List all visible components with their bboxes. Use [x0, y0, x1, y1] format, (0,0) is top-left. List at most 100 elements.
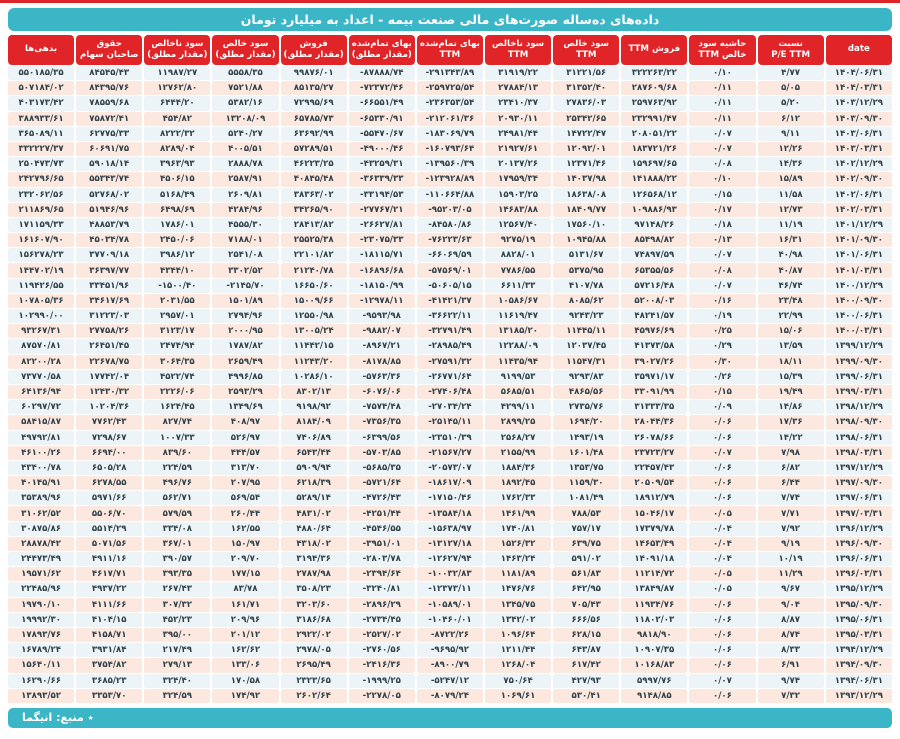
cell-net-profit-ttm: ۶۱۷/۴۲	[553, 658, 620, 673]
cell-date: ۱۴۰۴/۰۳/۳۱	[825, 81, 892, 96]
table-row: ۱۷۱۱۵۹/۳۳ ۴۸۸۵۳/۷۹ ۱۷۸۶/۰۱ ۴۵۵۵/۳۰ ۲۸۴۱۳/۸۲-…	[8, 217, 892, 233]
cell-gross-profit-abs: ۳۶۷/۰۱	[144, 536, 211, 551]
cell-sales-abs: ۲۷۸۷/۹۸	[280, 567, 347, 582]
title-banner: داده‌های ده‌ساله صورت‌های مالی صنعت بیمه…	[8, 8, 892, 31]
cell-net-profit-ttm: ۱۸۴۰۹/۷۷	[553, 202, 620, 217]
cell-net-profit-ttm: ۱۱۵۹/۳۰	[553, 476, 620, 491]
cell-gross-profit-abs: ۴۵۴/۸۲	[144, 111, 211, 126]
cell-sales-ttm: ۱۴۱۸۸۸/۲۲	[621, 172, 688, 187]
cell-net-profit-abs: ۲۰۹/۷۰	[212, 552, 279, 567]
cell-net-profit-abs: ۱۶۲/۶۲	[212, 643, 279, 658]
cell-pe-ratio-ttm: ۱۳/۵۹	[757, 339, 824, 354]
cell-cogs-abs: -۲۲۷۸/۰۵	[348, 688, 415, 703]
cell-gross-profit-ttm: ۱۵۹۰۳/۲۵	[484, 187, 552, 202]
cell-net-profit-abs: ۲۸۸۸/۷۸	[212, 157, 279, 172]
cell-sales-ttm: ۸۵۴۹۸/۸۲	[621, 233, 688, 248]
cell-pe-ratio-ttm: ۱۴/۸۶	[757, 400, 824, 415]
column-header-liabilities: بدهی‌ها	[8, 35, 75, 65]
cell-net-margin-ttm: ۰/۰۹	[689, 400, 756, 415]
cell-net-profit-abs: ۲۰۹/۹۶	[212, 612, 279, 627]
cell-sales-abs: ۱۰۲۸۶/۱۰	[280, 369, 347, 384]
column-header-equity: حقوق صاحبان سهام	[76, 35, 143, 65]
cell-sales-ttm: ۵۷۲۱۶/۴۸	[621, 278, 688, 293]
cell-pe-ratio-ttm: ۱۲/۲۶	[757, 141, 824, 157]
cell-equity: ۷۵۸۷۲/۴۱	[76, 111, 143, 126]
cell-cogs-abs: -۴۲۵۱/۴۴	[348, 506, 415, 521]
cell-date: ۱۳۹۸/۰۶/۳۱	[825, 430, 892, 445]
cell-net-profit-ttm: ۵۱۳۱/۶۷	[553, 248, 620, 263]
table-row: ۹۳۲۶۷/۳۱ ۲۷۷۵۸/۲۶ ۳۱۲۳/۱۷ ۲۰۰۰/۹۵ ۱۳۰۰۵/۲۴ -۹…	[8, 324, 892, 339]
cell-sales-ttm: ۳۲۲۲۶۳/۲۲	[621, 66, 688, 81]
cell-pe-ratio-ttm: ۹/۶۷	[757, 582, 824, 597]
cell-cogs-ttm: -۲۵۱۴۵/۱۱	[416, 415, 483, 430]
cell-sales-abs: ۹۱۹۸/۹۲	[280, 400, 347, 415]
cell-gross-profit-abs: ۱۲۷۶۲/۸۰	[144, 81, 211, 96]
cell-net-profit-abs: ۱۷۰/۵۸	[212, 673, 279, 688]
cell-equity: ۱۷۷۴۲/۰۴	[76, 369, 143, 384]
table-row: ۱۰۲۹۹۰/۰۰ ۳۱۲۲۳/۰۳ ۲۹۵۷/۰۱ ۲۷۹۴/۹۶ ۱۲۵۵۰/۹۸-…	[8, 309, 892, 324]
cell-gross-profit-ttm: ۹۲۷۵/۱۹	[484, 233, 552, 248]
cell-gross-profit-ttm: ۱۸۹۲/۴۵	[484, 476, 552, 491]
table-row: ۳۳۲۲۲۷/۳۷ ۶۰۶۹۱/۷۵ ۸۲۸۹/۰۴ ۴۰۰۵/۵۱ ۵۷۲۸۹/۵۱-…	[8, 141, 892, 157]
cell-cogs-abs: -۲۵۲۷/۰۲	[348, 627, 415, 643]
cell-date: ۱۴۰۳/۰۶/۳۱	[825, 126, 892, 141]
cell-net-margin-ttm: ۰/۰۵	[689, 567, 756, 582]
cell-gross-profit-ttm: ۲۱۵۵/۹۹	[484, 445, 552, 460]
cell-pe-ratio-ttm: ۱۱/۵۸	[757, 187, 824, 202]
cell-pe-ratio-ttm: ۱۱/۱۹	[757, 217, 824, 233]
table-row: ۶۴۱۳۶/۹۴ ۱۲۴۳۰/۳۲ ۲۲۲۶/۰۶ ۲۵۹۳/۲۹ ۸۳۰۲/۱۳ -۶۰…	[8, 384, 892, 400]
cell-cogs-abs: -۳۹۵۱/۰۱	[348, 536, 415, 551]
cell-cogs-abs: -۸۷۸۸۸/۷۴	[348, 66, 415, 81]
cell-liabilities: ۱۹۹۹۲/۳۰	[8, 612, 75, 627]
cell-gross-profit-ttm: ۱۲۵۶۷/۴۰	[484, 217, 552, 233]
cell-sales-abs: ۵۲۸۹/۱۴	[280, 491, 347, 506]
cell-sales-ttm: ۲۳۲۹۹۱/۴۷	[621, 111, 688, 126]
cell-net-profit-ttm: ۹۲۴۳/۲۳	[553, 309, 620, 324]
cell-date: ۱۳۹۶/۰۳/۳۱	[825, 567, 892, 582]
cell-net-profit-ttm: ۵۳۷۵/۹۵	[553, 263, 620, 278]
cell-sales-ttm: ۱۸۳۷۲۱/۲۶	[621, 141, 688, 157]
cell-gross-profit-abs: ۲۶۷/۴۳	[144, 582, 211, 597]
cell-equity: ۳۴۶۱۷/۶۹	[76, 293, 143, 308]
cell-pe-ratio-ttm: ۱۲/۷۳	[757, 202, 824, 217]
cell-net-margin-ttm: ۰/۰۶	[689, 597, 756, 612]
cell-date: ۱۳۹۸/۰۳/۳۱	[825, 445, 892, 460]
cell-net-profit-abs: ۱۶۲/۵۵	[212, 521, 279, 536]
cell-gross-profit-ttm: ۱۱۸۱/۸۹	[484, 567, 552, 582]
cell-cogs-abs: -۲۷۷۶۷/۲۱	[348, 202, 415, 217]
cell-pe-ratio-ttm: ۱۷/۳۶	[757, 415, 824, 430]
cell-liabilities: ۵۵۰۱۸۵/۳۵	[8, 66, 75, 81]
cell-cogs-ttm: -۱۸۳۰۶۹/۷۹	[416, 126, 483, 141]
cell-sales-abs: ۱۱۴۴۲/۱۵	[280, 339, 347, 354]
cell-liabilities: ۴۰۳۱۷۳/۴۲	[8, 96, 75, 111]
table-row: ۲۴۲۷۹۶/۶۵ ۵۵۳۴۳/۷۴ ۴۵۰۶/۱۵ ۲۵۸۷/۹۱ ۴۰۸۴۵/۴۸-…	[8, 172, 892, 187]
cell-equity: ۱۰۲۰۴/۳۶	[76, 400, 143, 415]
cell-pe-ratio-ttm: ۱۸/۱۱	[757, 354, 824, 369]
cell-cogs-abs: -۷۳۵۶/۳۵	[348, 415, 415, 430]
cell-cogs-ttm: -۵۷۵۶۹/۰۱	[416, 263, 483, 278]
cell-date: ۱۴۰۰/۰۳/۳۱	[825, 324, 892, 339]
cell-net-profit-ttm: ۱۷۵۶۰/۱۰	[553, 217, 620, 233]
cell-sales-ttm: ۲۲۴۵۷/۴۳	[621, 460, 688, 476]
cell-net-profit-abs: ۲۰۱/۱۲	[212, 627, 279, 643]
cell-date: ۱۴۰۳/۰۹/۳۰	[825, 111, 892, 126]
table-row: ۲۵۰۴۷۳/۷۳ ۵۹۰۱۸/۱۴ ۳۹۶۳/۹۳ ۲۸۸۸/۷۸ ۴۶۲۲۳/۲۵-…	[8, 157, 892, 172]
cell-date: ۱۳۹۵/۰۳/۳۱	[825, 627, 892, 643]
cell-date: ۱۳۹۷/۰۹/۳۰	[825, 476, 892, 491]
cell-date: ۱۳۹۵/۰۶/۳۱	[825, 612, 892, 627]
cell-liabilities: ۶۰۲۹۷/۷۲	[8, 400, 75, 415]
cell-net-margin-ttm: ۰/۰۶	[689, 415, 756, 430]
cell-liabilities: ۲۲۴۸۵/۹۶	[8, 582, 75, 597]
cell-date: ۱۴۰۲/۰۶/۳۱	[825, 187, 892, 202]
cell-net-profit-abs: ۲۶۵۹/۴۹	[212, 354, 279, 369]
cell-cogs-abs: -۳۶۳۳۹/۳۳	[348, 172, 415, 187]
table-row: ۲۸۸۷۸/۴۲ ۵۰۷۱/۵۶ ۳۶۷/۰۱ ۱۵۰/۹۷ ۴۳۱۸/۰۲ -۳۹۵۱/…	[8, 536, 892, 551]
cell-gross-profit-ttm: ۱۳۴۲/۰۲	[484, 612, 552, 627]
cell-pe-ratio-ttm: ۷/۹۸	[757, 445, 824, 460]
cell-gross-profit-abs: ۴۵۰۶/۱۵	[144, 172, 211, 187]
cell-net-profit-ttm: ۱۶۰۱/۴۸	[553, 445, 620, 460]
cell-net-profit-abs: ۴۴۴/۵۷	[212, 445, 279, 460]
cell-liabilities: ۱۳۸۹۳/۵۲	[8, 688, 75, 703]
cell-equity: ۱۲۴۳۰/۳۲	[76, 384, 143, 400]
cell-net-margin-ttm: ۰/۰۷	[689, 278, 756, 293]
